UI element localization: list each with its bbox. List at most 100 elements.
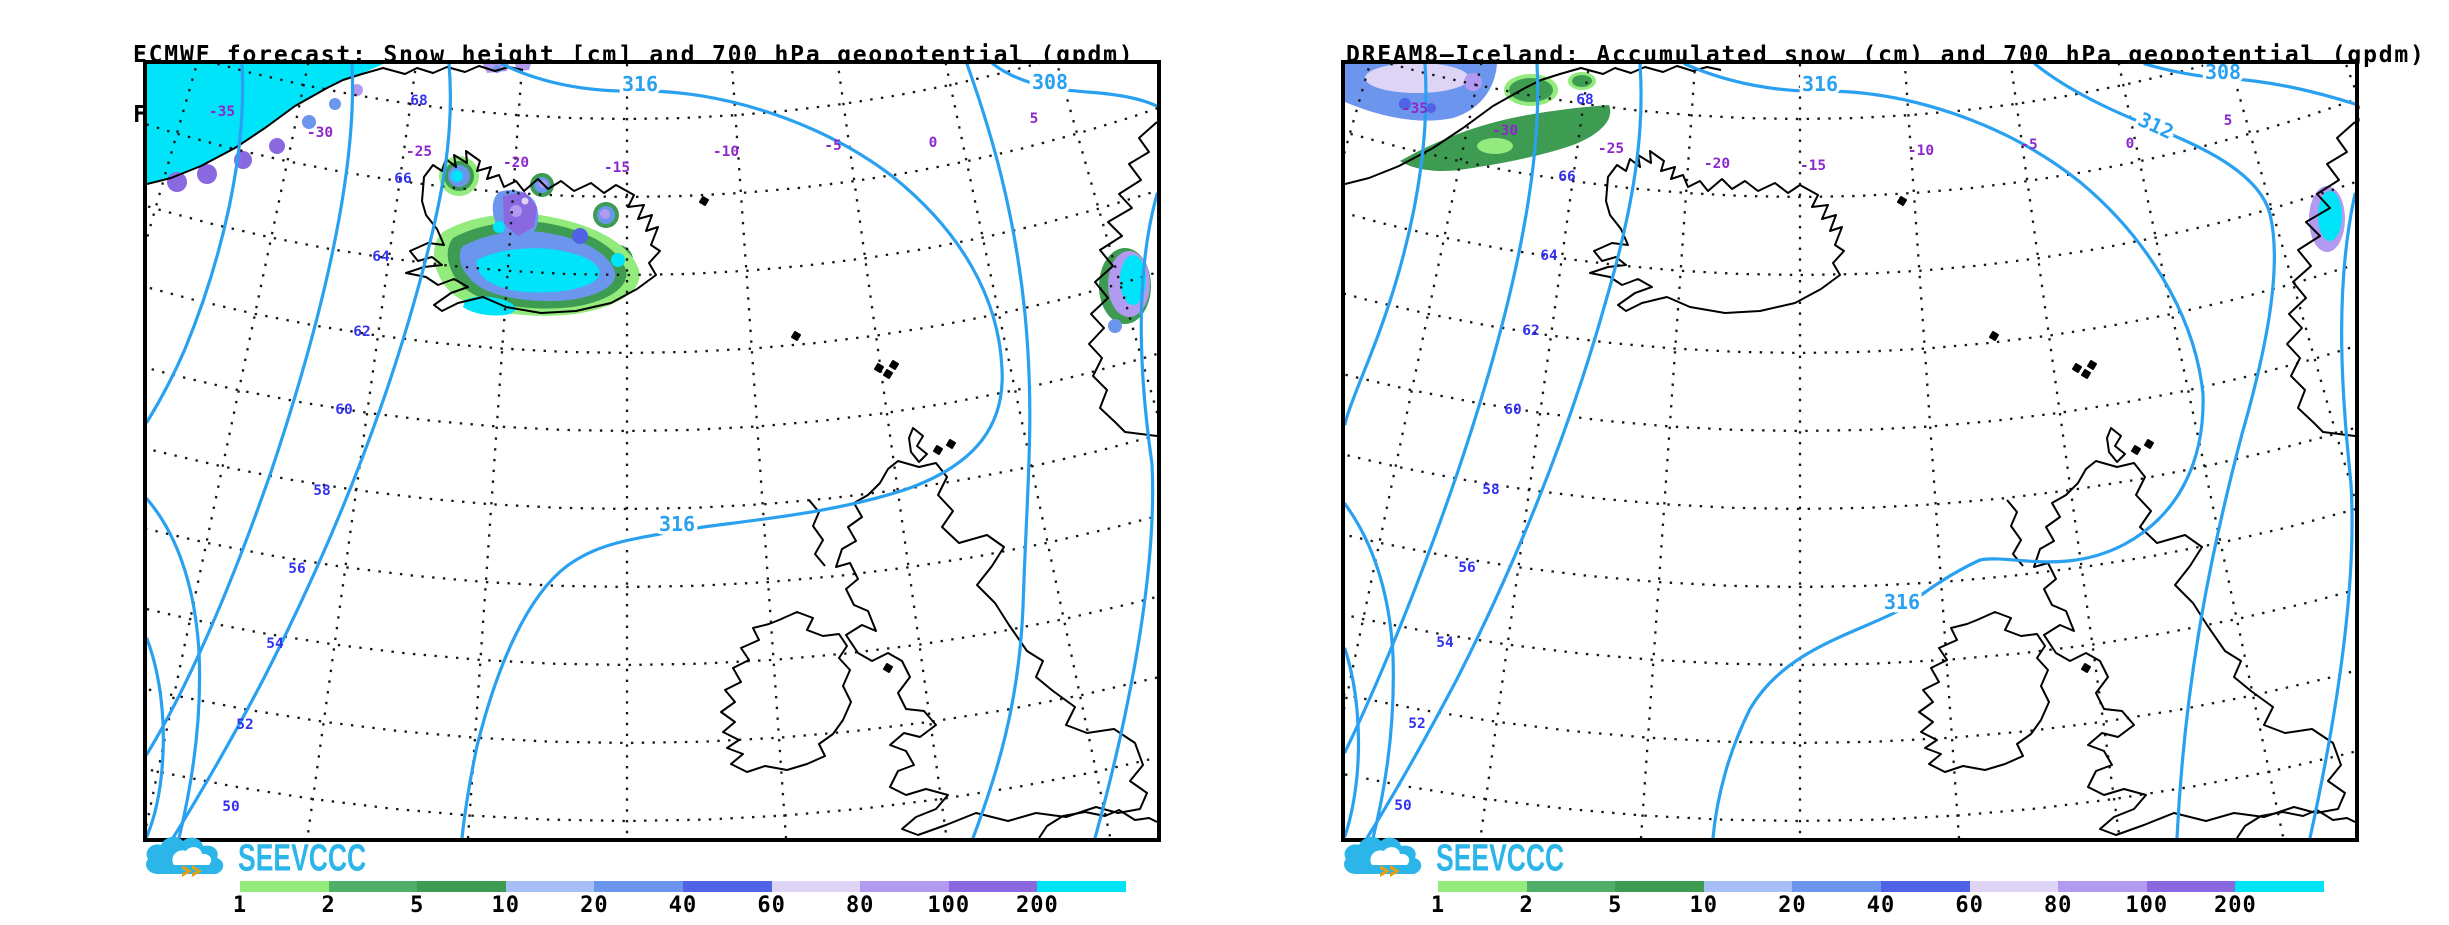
colorbar-segment (505, 881, 595, 892)
coastline (1088, 121, 1157, 437)
islet (874, 363, 884, 373)
islet (2131, 445, 2141, 455)
colorbar-tick-label: 20 (580, 893, 609, 918)
colorbar-segment (948, 881, 1038, 892)
latitude-label: 54 (266, 636, 284, 652)
latitude-label: 54 (1436, 635, 1454, 651)
map-label-layer: -35 -30 -25 -20 -15 -10 -5 0 5 68 66 64 62 60 58 56 54 52… (209, 67, 1072, 816)
islet (791, 331, 801, 341)
colorbar-tick-label: 40 (1866, 893, 1896, 918)
meridian-line (1055, 64, 1157, 417)
cloud-logo-icon (1344, 836, 1422, 877)
colorbar-tick-label: 200 (2214, 893, 2257, 918)
snow-patch (1365, 64, 1469, 93)
longitude-label: -30 (1492, 123, 1518, 139)
islet (2144, 439, 2154, 449)
longitude-label: -15 (604, 160, 630, 176)
snow-patch (476, 248, 600, 293)
geopotential-contour (147, 637, 165, 838)
meridian-line (147, 64, 199, 243)
snow-field-layer (1345, 64, 2345, 252)
islet (699, 196, 709, 206)
longitude-label: -10 (1908, 143, 1934, 159)
colorbar-tick-label: 2 (1519, 893, 1534, 918)
colorbar-segment (1881, 881, 1970, 892)
geopotential-contour (1345, 64, 1540, 754)
colorbar-segment (860, 881, 949, 892)
right-map: -35 -30 -25 -20 -15 -10 -5 0 5 68 66 64 62 60 58 56 54 52… (1345, 64, 2355, 838)
map-layers (147, 64, 1157, 838)
colorbar-tick-label: 100 (927, 893, 971, 918)
colorbar-tick-label: 80 (2043, 893, 2073, 918)
longitude-label: -30 (307, 125, 333, 141)
colorbar-tick-label: 10 (1689, 893, 1719, 918)
iceland-coastline (1589, 150, 1845, 314)
contour-value-label: 316 (1884, 590, 1920, 614)
colorbar-segment (683, 881, 772, 892)
snow-patch (1477, 138, 1513, 154)
colorbar-segment (2235, 881, 2324, 892)
parallel-line (1345, 426, 2355, 511)
coastline (2286, 121, 2355, 437)
islet (883, 369, 893, 379)
longitude-label: -5 (2020, 137, 2037, 153)
colorbar-segment (1438, 881, 1527, 892)
geopotential-contour-layer (1345, 64, 2355, 838)
right-colorbar: 1 2 5 10 20 40 60 80 100 200 (1431, 881, 2324, 918)
geopotential-contour (147, 64, 355, 756)
right-map-frame: -35 -30 -25 -20 -15 -10 -5 0 5 68 66 64 62 60 58 56 54 52… (1341, 60, 2359, 842)
colorbar-segment (1615, 881, 1704, 892)
coastline (1345, 65, 1722, 185)
colorbar-tick-label: 80 (845, 893, 875, 918)
snow-patch (572, 228, 588, 244)
cloud-logo-icon (146, 836, 224, 877)
coastline (2033, 460, 2346, 836)
snow-patch (1426, 103, 1436, 113)
coastline (2106, 427, 2126, 463)
latitude-label: 58 (313, 483, 330, 499)
latitude-label: 68 (410, 93, 427, 109)
longitude-label: -25 (406, 144, 432, 160)
coastline (147, 65, 524, 185)
geopotential-contour (2033, 64, 2276, 838)
geopotential-contour (965, 64, 1032, 838)
snow-patch (493, 221, 505, 233)
meridian-line (1140, 64, 1157, 838)
snow-patch (147, 64, 383, 184)
snow-patch (451, 170, 463, 182)
colorbar-segment (1526, 881, 1616, 892)
colorbar-tick-label: 2 (321, 893, 336, 918)
meridian-line (730, 64, 788, 838)
colorbar-tick-label: 5 (410, 893, 425, 918)
latitude-label: 50 (1394, 798, 1411, 814)
meridian-line (1345, 64, 1372, 155)
contour-value-label: 316 (622, 72, 658, 96)
latitude-label: 58 (1482, 482, 1499, 498)
snow-patch (1572, 75, 1592, 87)
parallel-line (147, 595, 1157, 667)
longitude-label: -5 (824, 138, 841, 154)
colorbar-tick-label: 60 (1955, 893, 1984, 918)
geopotential-contour (147, 497, 202, 838)
geopotential-contour (2143, 64, 2355, 106)
snow-patch (197, 164, 217, 184)
geopotential-contour (1093, 192, 1157, 838)
colorbar-segment (1792, 881, 1881, 892)
latitude-label: 60 (1504, 402, 1521, 418)
latitude-label: 66 (394, 171, 411, 187)
logo-text: SEEVCCC (1436, 836, 1565, 879)
geopotential-contour (147, 64, 245, 424)
islet (2081, 663, 2091, 673)
graticule-layer (1345, 64, 2355, 838)
latitude-label: 68 (1576, 92, 1593, 108)
right-seevccc-logo: SEEVCCC (1342, 835, 1600, 881)
snow-patch (463, 296, 516, 316)
meridian-line (1479, 64, 1591, 838)
latitude-label: 62 (1522, 323, 1539, 339)
latitude-label: 52 (1408, 716, 1425, 732)
meridian-line (466, 64, 524, 838)
longitude-label: -15 (1800, 158, 1826, 174)
geopotential-contour-layer (147, 64, 1157, 838)
coastline (720, 611, 852, 773)
coastline (2236, 809, 2355, 838)
